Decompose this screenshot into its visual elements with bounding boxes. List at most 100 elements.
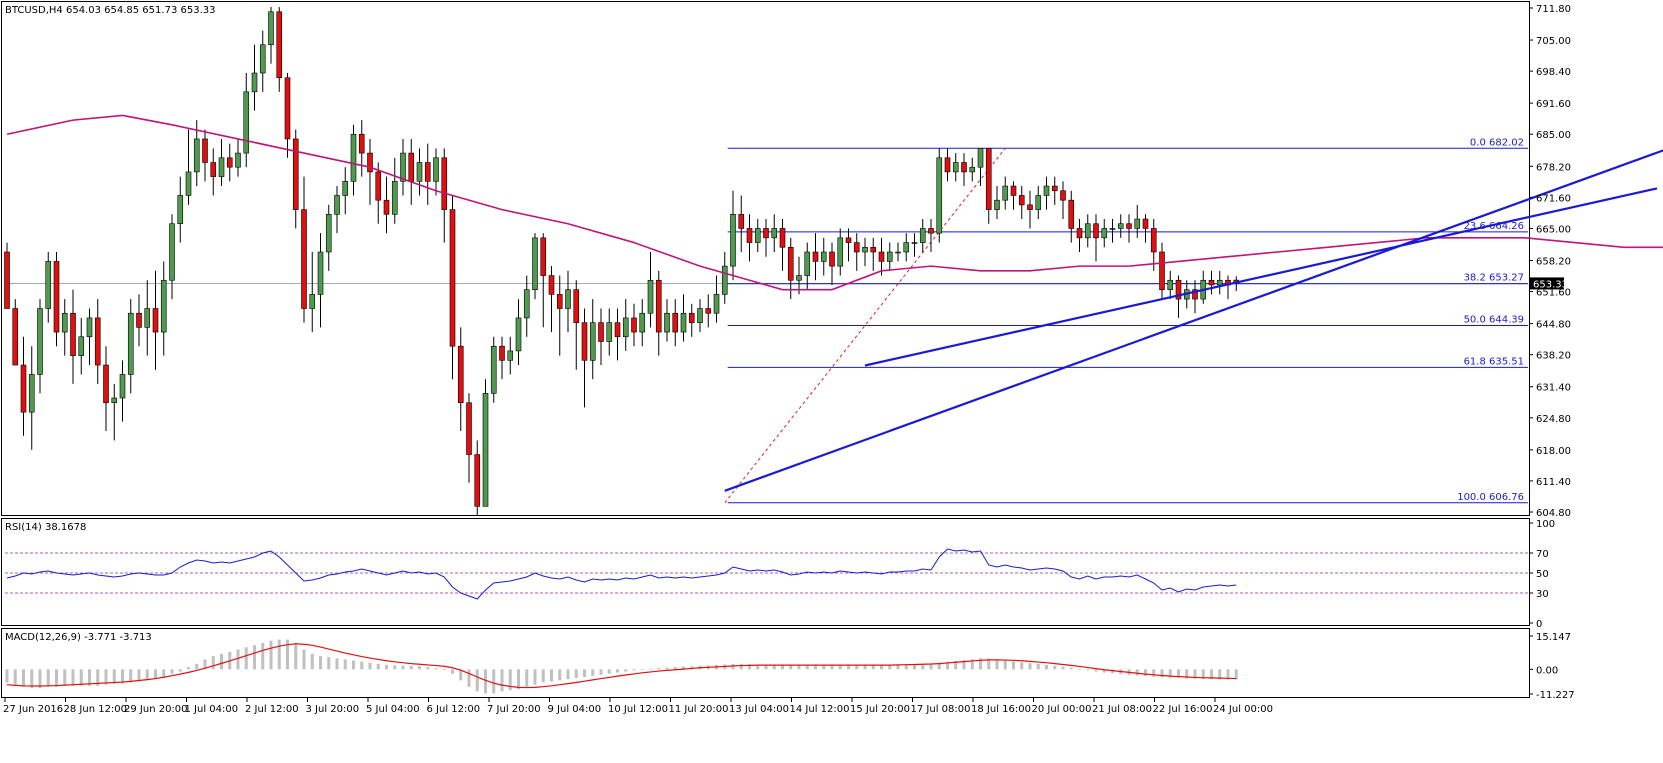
moving-average-line	[6, 114, 1663, 291]
macd-histogram-bar	[591, 669, 595, 676]
price-tick-label: 651.60	[1536, 288, 1571, 299]
bearish-candle	[276, 7, 283, 92]
candle-body	[482, 393, 489, 507]
candle-body	[1216, 279, 1223, 286]
candle-body	[829, 251, 835, 267]
price-pane[interactable]	[1, 1, 1530, 516]
candle-body	[1084, 223, 1091, 239]
macd-histogram-bar	[451, 669, 454, 674]
price-tick-label: 611.40	[1536, 477, 1571, 488]
bullish-candle	[1043, 176, 1050, 210]
macd-histogram-bar	[129, 669, 133, 683]
macd-histogram-bar	[682, 666, 685, 670]
candle-body	[796, 275, 802, 281]
macd-histogram-bar	[673, 667, 677, 670]
macd-histogram-bar	[5, 669, 9, 683]
bullish-candle	[730, 190, 736, 281]
macd-histogram-bar	[805, 665, 809, 670]
candle-body	[301, 209, 307, 309]
macd-histogram-bar	[583, 669, 586, 678]
bearish-candle	[210, 148, 217, 196]
macd-histogram-bar	[22, 669, 25, 687]
current-price-tag	[1530, 277, 1564, 290]
macd-pane[interactable]	[1, 628, 1530, 698]
candle-body	[70, 312, 76, 356]
macd-label: MACD(12,26,9) -3.771 -3.713	[5, 632, 152, 643]
macd-histogram-bar	[1020, 662, 1024, 670]
macd-histogram-bar	[71, 669, 75, 686]
rsi-pane[interactable]	[1, 518, 1530, 626]
candle-body	[449, 209, 456, 347]
candle-body	[457, 345, 464, 404]
candle-body	[441, 157, 448, 210]
macd-histogram-bar	[63, 669, 67, 686]
candle-body	[86, 317, 93, 338]
macd-tick-label: 15.147	[1536, 632, 1571, 643]
bullish-candle	[193, 120, 200, 187]
bullish-candle	[127, 299, 134, 394]
bullish-candle	[1084, 214, 1091, 248]
candle-body	[144, 308, 151, 328]
candle-body	[713, 294, 720, 314]
bearish-candle	[1010, 181, 1017, 210]
time-tick-label: 28 Jun 12:00	[64, 704, 128, 715]
candle-body	[787, 246, 794, 281]
macd-histogram-bar	[896, 664, 900, 670]
candle-body	[581, 322, 588, 361]
rsi-tick-label: 100	[1536, 519, 1555, 530]
macd-histogram-bar	[1003, 660, 1007, 670]
bearish-candle	[226, 143, 233, 182]
macd-histogram-bar	[162, 669, 166, 678]
macd-histogram-bar	[970, 659, 974, 670]
candle-body	[499, 345, 505, 361]
macd-histogram-bar	[368, 662, 372, 670]
bearish-candle	[375, 162, 382, 224]
macd-histogram-bar	[385, 664, 388, 670]
macd-histogram-bar	[946, 661, 949, 670]
candle-body	[540, 237, 547, 276]
macd-histogram-bar	[195, 663, 199, 670]
macd-histogram-bar	[203, 659, 207, 670]
bullish-candle	[664, 299, 670, 342]
bearish-candle	[202, 129, 208, 182]
fib-level-label: 50.0 644.39	[1464, 315, 1524, 326]
macd-histogram-bar	[30, 669, 34, 689]
current-price-label: 653.33	[1533, 279, 1568, 290]
macd-histogram-bar	[574, 669, 578, 679]
bearish-candle	[1018, 186, 1025, 220]
bearish-candle	[1159, 242, 1165, 300]
bullish-candle	[334, 186, 340, 234]
bullish-candle	[177, 176, 184, 243]
price-tick-label: 604.80	[1536, 508, 1571, 519]
macd-histogram-bar	[401, 665, 405, 670]
candle-body	[334, 195, 340, 215]
macd-histogram-bar	[863, 665, 867, 670]
candle-body	[1175, 279, 1182, 300]
macd-histogram-bar	[731, 664, 735, 670]
bullish-candle	[903, 233, 910, 262]
macd-histogram-bar	[855, 665, 859, 670]
rsi-tick-label: 50	[1536, 569, 1549, 580]
fib-level-label: 0.0 682.02	[1470, 137, 1524, 148]
candle-body	[589, 322, 596, 361]
bearish-candle	[738, 195, 745, 252]
bearish-candle	[53, 251, 60, 347]
bullish-candle	[325, 204, 332, 271]
bullish-candle	[119, 360, 126, 422]
bullish-candle	[342, 167, 349, 215]
macd-histogram-bar	[764, 664, 768, 670]
bullish-candle	[721, 251, 728, 304]
bearish-candle	[631, 303, 637, 347]
rsi-tick-label: 70	[1536, 549, 1549, 560]
macd-tick-label: -11.227	[1536, 690, 1575, 701]
bullish-candle	[185, 129, 192, 205]
candle-body	[730, 214, 736, 267]
bullish-candle	[862, 237, 868, 267]
bearish-candle	[466, 393, 472, 483]
bearish-candle	[870, 237, 877, 271]
candle-body	[944, 157, 951, 173]
rsi-tick-label: 0	[1536, 619, 1542, 630]
time-tick-label: 15 Jul 20:00	[850, 704, 910, 715]
